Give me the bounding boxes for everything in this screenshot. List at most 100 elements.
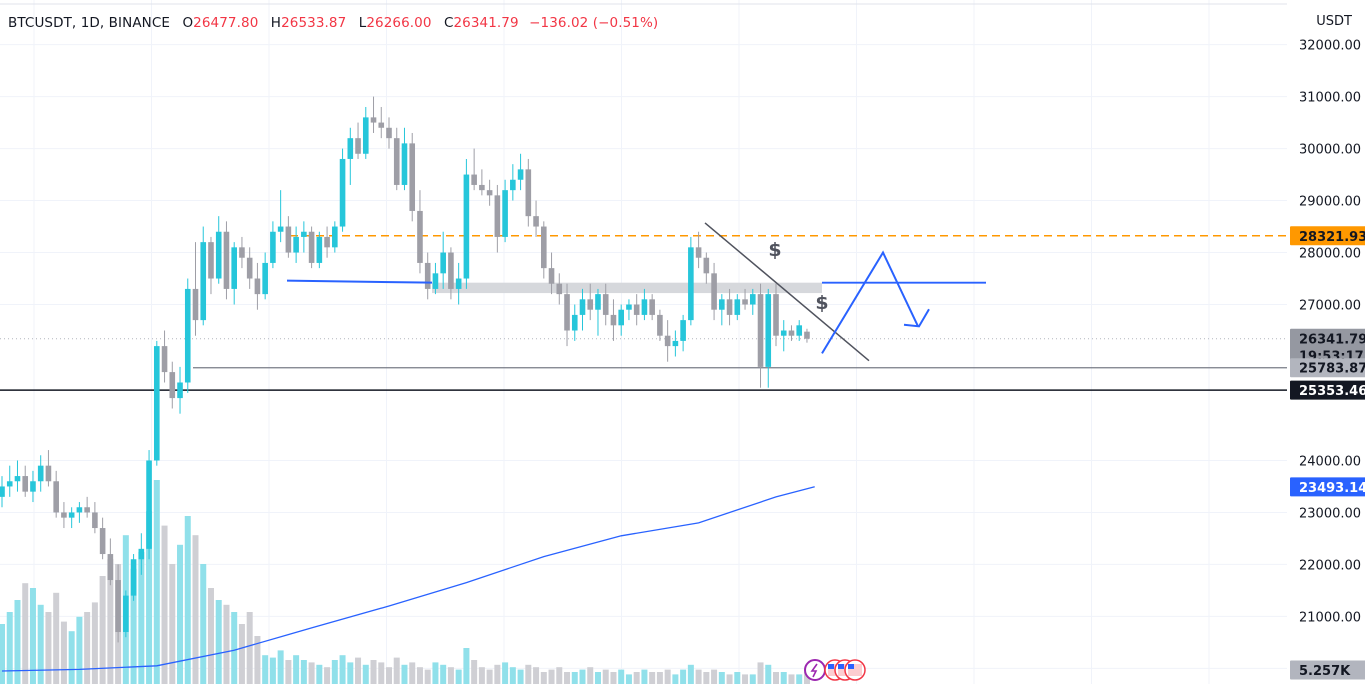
candle-body xyxy=(68,512,75,518)
volume-bar xyxy=(594,672,601,684)
volume-bar xyxy=(192,535,199,684)
candle-body xyxy=(362,117,369,154)
candle-body xyxy=(471,174,477,185)
candle-body xyxy=(138,548,145,560)
volume-bar xyxy=(99,576,106,684)
candle-body xyxy=(277,226,284,232)
candle-body xyxy=(703,257,710,274)
volume-bar xyxy=(447,667,454,684)
volume-bar xyxy=(293,655,300,684)
candle-body xyxy=(154,346,160,461)
candle-body xyxy=(463,174,470,279)
volume-bar xyxy=(587,667,594,684)
volume-bar xyxy=(386,667,392,684)
candle-body xyxy=(115,580,121,633)
candle-body xyxy=(804,331,810,339)
volume-bar xyxy=(618,669,625,684)
candle-body xyxy=(424,262,431,289)
price-levels xyxy=(0,235,1287,391)
axis-unit: USDT xyxy=(1316,14,1352,29)
volume-bar xyxy=(138,552,145,684)
candle-body xyxy=(664,335,671,347)
drawings[interactable]: $$ xyxy=(286,222,986,362)
flag-canton xyxy=(838,664,844,669)
volume-bars xyxy=(0,480,810,684)
volume-bar xyxy=(262,655,269,684)
low-value: 26266.00 xyxy=(366,15,432,31)
volume-bar xyxy=(773,672,779,684)
candle-body xyxy=(657,314,663,336)
candle-body xyxy=(719,299,725,310)
candle-body xyxy=(14,476,21,482)
symbol-label[interactable]: BTCUSDT, 1D, BINANCE xyxy=(8,15,171,31)
candle-body xyxy=(757,294,764,367)
volume-bar xyxy=(200,564,207,684)
candle-body xyxy=(765,294,772,367)
candle-body xyxy=(695,247,702,258)
event-icons[interactable] xyxy=(804,659,866,681)
candle-body xyxy=(355,138,361,154)
candle-body xyxy=(486,190,493,196)
volume-bar xyxy=(378,662,385,684)
price-tag-bg xyxy=(1290,358,1365,378)
low-label: L xyxy=(358,15,367,31)
volume-bar xyxy=(757,662,764,684)
volume-bar xyxy=(664,669,671,684)
volume-bar xyxy=(734,672,741,684)
candle-body xyxy=(688,247,694,321)
candle-body xyxy=(169,372,176,399)
candle-body xyxy=(76,507,83,513)
volume-bar xyxy=(14,600,21,684)
volume-bar xyxy=(424,669,431,684)
volume-bar xyxy=(370,660,377,684)
candle-body xyxy=(208,242,214,279)
volume-bar xyxy=(564,672,571,684)
volume-bar xyxy=(610,672,617,684)
candle-body xyxy=(285,226,292,253)
candle-body xyxy=(587,299,594,310)
volume-bar xyxy=(84,612,91,684)
volume-bar xyxy=(440,664,447,684)
volume-bar xyxy=(416,667,423,684)
candle-body xyxy=(796,325,803,336)
candle-body xyxy=(440,252,446,274)
projection-path xyxy=(821,250,919,354)
candle-body xyxy=(633,304,640,315)
candle-body xyxy=(618,309,624,326)
dollar-sign-2: $ xyxy=(815,292,828,314)
price-tags: 28321.9326341.7919:53:1725783.8725353.46… xyxy=(1290,226,1365,680)
candle-body xyxy=(409,143,416,211)
candle-body xyxy=(525,169,532,217)
candle-body xyxy=(780,330,787,336)
volume-bar xyxy=(223,604,230,684)
candle-body xyxy=(293,236,299,253)
volume-bar xyxy=(726,674,733,684)
candle-body xyxy=(92,512,98,529)
candle-body xyxy=(200,242,207,321)
change-value: −136.02 (−0.51%) xyxy=(529,15,659,31)
volume-bar xyxy=(749,674,756,684)
volume-bar xyxy=(502,662,509,684)
volume-bar xyxy=(393,657,400,684)
candle-body xyxy=(370,117,377,123)
volume-bar xyxy=(285,660,292,684)
candle-body xyxy=(556,283,563,295)
price-tag-bg xyxy=(1290,477,1365,497)
volume-bar xyxy=(533,667,540,684)
price-tag-label: 5.257K xyxy=(1299,664,1351,679)
price-tag-bg xyxy=(1290,660,1365,680)
price-tick-label: 22000.00 xyxy=(1299,558,1361,573)
volume-bar xyxy=(509,667,516,684)
dollar-sign-1: $ xyxy=(768,239,781,261)
candle-body xyxy=(192,288,199,321)
volume-bar xyxy=(649,672,656,684)
candle-body xyxy=(177,382,183,399)
price-tag-label: 23493.14 xyxy=(1299,481,1365,496)
volume-bar xyxy=(788,674,795,684)
candle-body xyxy=(316,236,323,263)
candle-body xyxy=(347,138,354,159)
candle-body xyxy=(386,127,392,139)
price-tick-label: 21000.00 xyxy=(1299,610,1361,625)
